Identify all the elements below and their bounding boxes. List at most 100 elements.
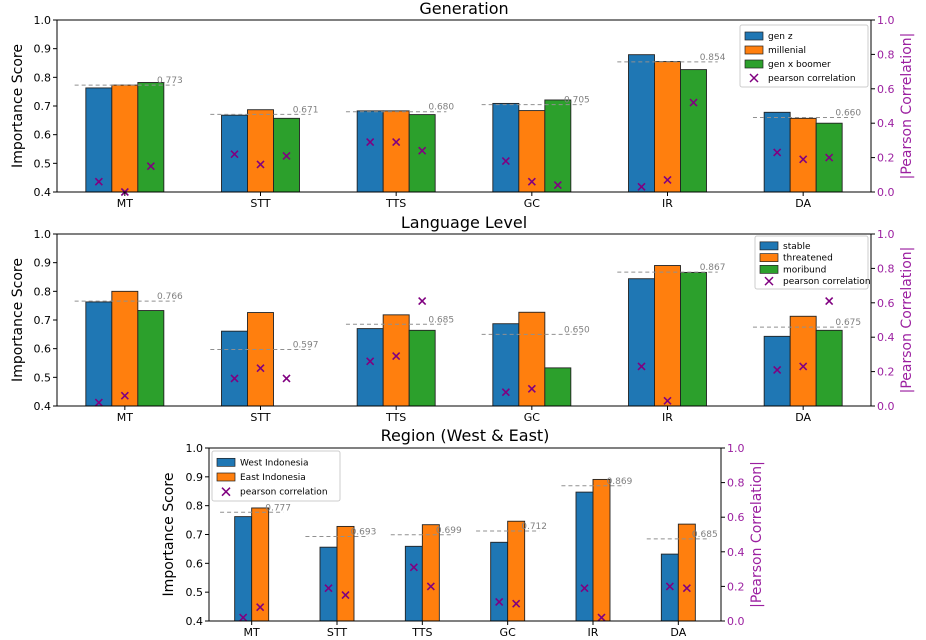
corr-marker-IR-0: [580, 584, 589, 593]
mean-label-MT: 0.773: [157, 76, 183, 86]
chart-panel-1: Language Level 0.766 0.597 0.685 0.650 0.867 0…: [10, 213, 915, 424]
bar-moribund-DA: [815, 329, 843, 407]
bar-West-Indonesia-IR: [575, 491, 594, 622]
corr-marker-STT-1: [256, 160, 265, 169]
corr-marker-GC-1: [527, 384, 536, 393]
bar-West-Indonesia-STT: [319, 546, 338, 622]
x-tick-label: IR: [662, 197, 673, 210]
y-tick-label: 0.4: [186, 615, 204, 628]
mean-label-GC: 0.650: [564, 325, 590, 335]
y2-axis-title: |Pearson Correlation|: [899, 33, 915, 180]
legend-box: [211, 450, 341, 502]
y-tick-label: 1.0: [34, 14, 52, 27]
legend-corr-marker: [221, 487, 231, 497]
mean-label-GC: 0.712: [521, 522, 547, 532]
corr-marker-IR-1: [597, 613, 606, 622]
corr-marker-STT-2: [282, 151, 291, 160]
bar-gen-z-IR: [628, 54, 655, 193]
corr-marker-DA-1: [799, 155, 808, 164]
legend-swatch-1: [759, 253, 779, 262]
y2-tick-label: 0.6: [727, 511, 745, 524]
bar-millenial-DA: [789, 117, 817, 193]
corr-marker-MT-1: [120, 391, 129, 400]
legend-swatch-1: [216, 472, 236, 482]
corr-marker-IR-1: [663, 175, 672, 185]
x-tick-label: TTS: [411, 626, 432, 639]
y-tick-label: 0.9: [186, 471, 204, 484]
bar-threatened-DA: [789, 315, 817, 407]
bar-stable-GC: [492, 323, 520, 407]
bar-moribund-MT: [137, 310, 165, 407]
corr-marker-DA-2: [825, 153, 834, 162]
y2-tick-label: 0.4: [877, 117, 895, 130]
bar-East-Indonesia-TTS: [421, 524, 440, 622]
bar-gen-x-boomer-IR: [680, 69, 707, 193]
x-tick-label: DA: [795, 197, 811, 210]
y-tick-label: 0.8: [186, 500, 204, 513]
mean-label-DA: 0.660: [835, 108, 861, 118]
y-tick-label: 0.6: [186, 557, 204, 570]
y2-tick-label: 0.2: [877, 366, 895, 379]
legend-swatch-2: [744, 59, 764, 69]
corr-marker-GC-2: [553, 181, 562, 190]
y-tick-label: 0.7: [34, 314, 52, 327]
chart-panel-2: Region (West & East) 0.777 0.693 0.699 0.712…: [161, 426, 765, 639]
corr-marker-MT-2: [146, 162, 155, 171]
corr-marker-STT-1: [341, 590, 350, 600]
y-tick-label: 0.4: [34, 186, 52, 199]
corr-marker-DA-0: [773, 148, 782, 157]
chart-title: Generation: [419, 0, 508, 18]
x-tick-label: IR: [588, 626, 599, 639]
y2-tick-label: 0.0: [877, 186, 895, 199]
y-axis-title: Importance Score: [10, 258, 26, 382]
legend-label-0: West Indonesia: [240, 458, 309, 468]
y-tick-label: 0.8: [34, 71, 52, 84]
corr-marker-TTS-0: [409, 563, 418, 572]
y-axis-title: Importance Score: [10, 44, 26, 168]
bar-millenial-TTS: [382, 110, 410, 193]
mean-label-STT: 0.693: [351, 528, 377, 538]
bar-millenial-IR: [654, 61, 681, 193]
bar-millenial-MT: [111, 84, 139, 193]
bar-threatened-GC: [518, 311, 546, 407]
corr-marker-DA-1: [799, 362, 808, 371]
y-tick-label: 0.7: [186, 529, 204, 542]
mean-label-DA: 0.675: [835, 318, 861, 328]
y2-tick-label: 0.0: [727, 615, 745, 628]
x-tick-label: MT: [117, 197, 133, 210]
corr-marker-DA-2: [825, 297, 834, 306]
bar-West-Indonesia-MT: [234, 516, 253, 622]
legend: West Indonesia East Indonesia pearson corr…: [211, 450, 341, 502]
corr-marker-IR-0: [637, 182, 646, 191]
y2-tick-label: 0.6: [877, 297, 895, 310]
legend-label-1: millenial: [768, 46, 806, 56]
mean-label-STT: 0.671: [293, 105, 319, 115]
legend: gen z millenial gen x boomer pearson correl…: [739, 24, 869, 88]
corr-marker-TTS-0: [366, 357, 375, 366]
y2-tick-label: 0.8: [877, 48, 895, 61]
legend-label-1: East Indonesia: [240, 473, 306, 483]
corr-marker-TTS-1: [392, 138, 401, 147]
y2-axis-title: |Pearson Correlation|: [749, 461, 765, 608]
bar-threatened-TTS: [382, 314, 410, 407]
y-tick-label: 0.5: [34, 371, 52, 384]
bar-East-Indonesia-GC: [507, 520, 526, 622]
chart-title: Language Level: [401, 213, 527, 232]
bar-threatened-MT: [111, 290, 139, 407]
x-tick-label: DA: [670, 626, 686, 639]
bar-West-Indonesia-DA: [660, 553, 679, 622]
bar-stable-STT: [221, 330, 248, 407]
y-tick-label: 0.8: [34, 285, 52, 298]
mean-label-TTS: 0.699: [436, 526, 462, 536]
bar-millenial-STT: [247, 109, 274, 193]
x-tick-label: GC: [524, 411, 541, 424]
chart-panel-0: Generation 0.773 0.671 0.680 0.705 0.854 0.660…: [10, 0, 915, 210]
bar-threatened-STT: [247, 312, 274, 407]
legend-corr-marker: [749, 73, 759, 83]
corr-marker-DA-0: [665, 582, 674, 591]
legend-swatch-1: [744, 45, 764, 55]
corr-marker-STT-0: [230, 150, 239, 159]
x-tick-label: DA: [795, 411, 811, 424]
